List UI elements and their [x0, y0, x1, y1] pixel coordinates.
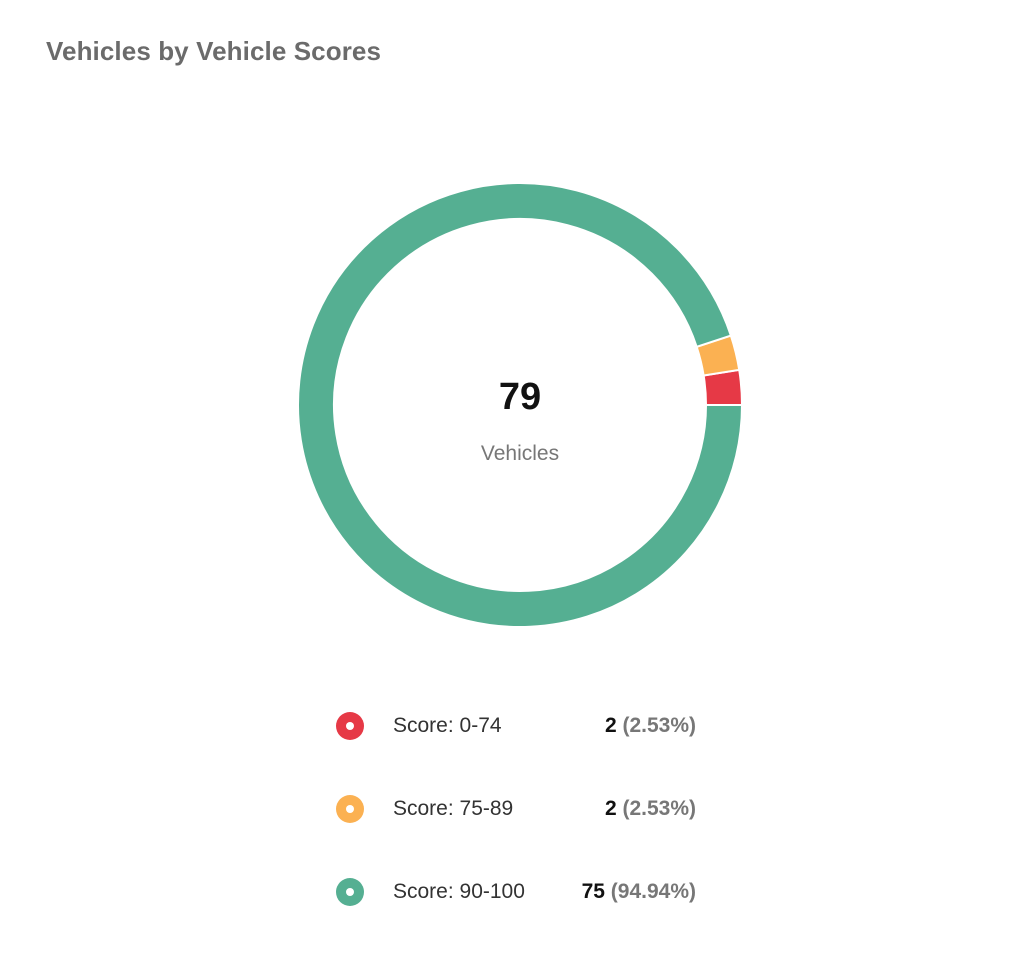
- legend-percent: (2.53%): [622, 714, 696, 737]
- legend-item-score-90-100[interactable]: Score: 90-100 75 (94.94%): [336, 866, 716, 949]
- legend-count: 2: [604, 714, 617, 737]
- total-vehicles-caption: Vehicles: [480, 442, 560, 465]
- legend-count: 75: [581, 880, 605, 903]
- chart-legend: Score: 0-74 2 (2.53%) Score: 75-89 2 (2.…: [336, 700, 716, 949]
- legend-value: 2 (2.53%): [605, 713, 696, 739]
- legend-count: 2: [604, 797, 617, 820]
- legend-item-score-75-89[interactable]: Score: 75-89 2 (2.53%): [336, 783, 716, 866]
- legend-label: Score: 75-89: [393, 797, 514, 820]
- legend-label: Score: 0-74: [393, 714, 502, 737]
- legend-percent: (2.53%): [622, 797, 696, 820]
- chart-title: Vehicles by Vehicle Scores: [46, 36, 382, 66]
- donut-chart: 79 Vehicles: [290, 175, 750, 635]
- legend-value: 2 (2.53%): [605, 796, 696, 822]
- legend-item-score-0-74[interactable]: Score: 0-74 2 (2.53%): [336, 700, 716, 783]
- donut-slice-3[interactable]: [297, 182, 744, 628]
- orange-dot-icon: [336, 795, 364, 823]
- legend-label: Score: 90-100: [393, 880, 525, 903]
- donut-svg: [297, 182, 744, 628]
- green-dot-icon: [336, 878, 364, 906]
- red-dot-icon: [336, 712, 364, 740]
- total-vehicles-count: 79: [498, 376, 542, 418]
- legend-value: 75 (94.94%): [582, 879, 696, 905]
- legend-percent: (94.94%): [610, 880, 696, 903]
